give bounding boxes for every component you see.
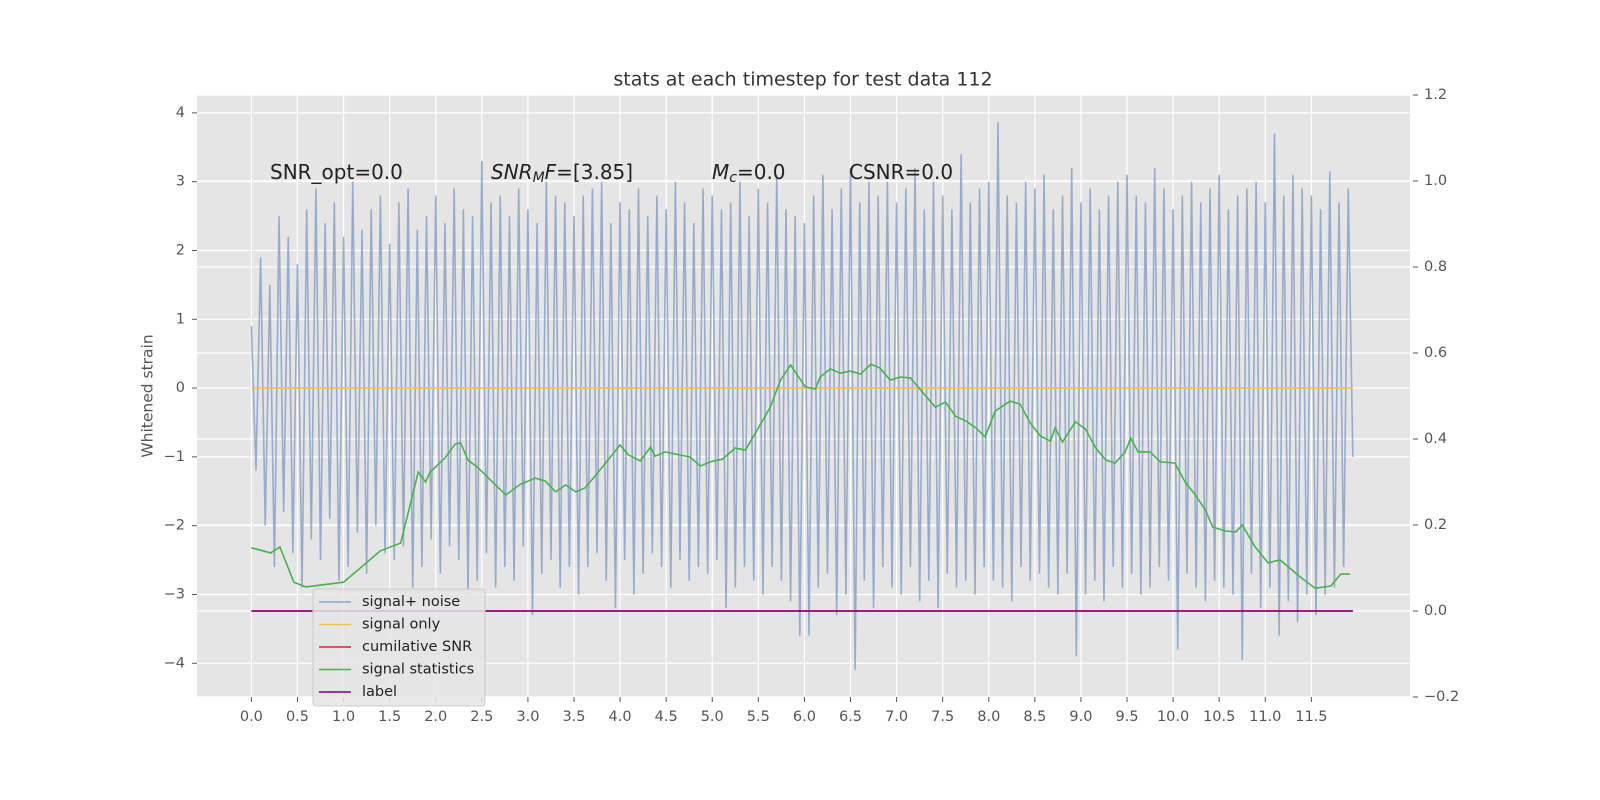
y-tick-label: −2 bbox=[164, 518, 185, 534]
x-tick-label: 0.0 bbox=[240, 709, 263, 725]
y2-tick-label: −0.2 bbox=[1424, 689, 1459, 705]
x-tick-label: 11.0 bbox=[1249, 709, 1281, 725]
x-tick-label: 9.5 bbox=[1115, 709, 1138, 725]
annotation: Mc=0.0 bbox=[712, 160, 786, 187]
legend-box bbox=[312, 588, 486, 707]
x-tick-label: 9.0 bbox=[1069, 709, 1092, 725]
legend-label: signal only bbox=[362, 617, 441, 633]
y2-tick-label: 1.2 bbox=[1424, 87, 1447, 103]
annotation-part: =[3.85] bbox=[556, 160, 633, 184]
x-tick-label: 10.0 bbox=[1157, 709, 1189, 725]
y2-tick-label: 0.0 bbox=[1424, 603, 1447, 619]
annotation-part: CSNR=0.0 bbox=[849, 160, 953, 184]
x-tick-label: 6.0 bbox=[793, 709, 816, 725]
annotation-part: =0.0 bbox=[737, 160, 786, 184]
y-axis-label: Whitened strain bbox=[139, 334, 157, 457]
x-tick-label: 4.5 bbox=[655, 709, 678, 725]
y2-tick-label: 0.6 bbox=[1424, 345, 1447, 361]
x-tick-label: 10.5 bbox=[1203, 709, 1235, 725]
annotation-part: c bbox=[729, 170, 737, 186]
y-tick-label: −4 bbox=[164, 655, 185, 671]
y2-tick-label: 0.8 bbox=[1424, 259, 1447, 275]
y-tick-label: 3 bbox=[176, 174, 185, 190]
x-tick-label: 1.0 bbox=[332, 709, 355, 725]
legend-label: signal statistics bbox=[362, 662, 474, 678]
y2-tick-label: 0.4 bbox=[1424, 431, 1447, 447]
x-tick-label: 11.5 bbox=[1295, 709, 1327, 725]
x-tick-label: 2.5 bbox=[470, 709, 493, 725]
x-tick-label: 0.5 bbox=[286, 709, 309, 725]
y-tick-label: −1 bbox=[164, 449, 185, 465]
annotation: CSNR=0.0 bbox=[849, 160, 953, 184]
legend-label: label bbox=[362, 684, 397, 700]
annotation-part: SNR_opt=0.0 bbox=[270, 160, 403, 184]
annotation: SNR_opt=0.0 bbox=[270, 160, 403, 184]
x-tick-label: 5.0 bbox=[701, 709, 724, 725]
x-tick-label: 8.5 bbox=[1023, 709, 1046, 725]
y2-tick-label: 1.0 bbox=[1424, 173, 1447, 189]
legend-label: signal+ noise bbox=[362, 594, 460, 610]
y-tick-label: 1 bbox=[176, 311, 185, 327]
x-tick-label: 5.5 bbox=[747, 709, 770, 725]
x-tick-label: 7.5 bbox=[931, 709, 954, 725]
annotation: SNRMF=[3.85] bbox=[491, 160, 633, 187]
legend-label: cumilative SNR bbox=[362, 639, 472, 655]
x-tick-label: 8.0 bbox=[977, 709, 1000, 725]
chart-title: stats at each timestep for test data 112 bbox=[613, 69, 992, 91]
y-tick-label: 2 bbox=[176, 242, 185, 258]
annotation-part: M bbox=[712, 160, 729, 184]
x-tick-label: 2.0 bbox=[424, 709, 447, 725]
y-tick-label: −3 bbox=[164, 586, 185, 602]
x-tick-label: 3.0 bbox=[516, 709, 539, 725]
y2-tick-label: 0.2 bbox=[1424, 517, 1447, 533]
y-tick-label: 4 bbox=[176, 105, 185, 121]
series-line bbox=[251, 363, 1351, 590]
annotation-part: F bbox=[545, 160, 557, 184]
x-tick-label: 1.5 bbox=[378, 709, 401, 725]
x-tick-label: 7.0 bbox=[885, 709, 908, 725]
annotation-part: SNR bbox=[491, 160, 533, 184]
series-line bbox=[250, 121, 1354, 671]
annotation-part: M bbox=[533, 170, 545, 186]
y-tick-label: 0 bbox=[176, 380, 185, 396]
x-tick-label: 4.0 bbox=[609, 709, 632, 725]
x-tick-label: 6.5 bbox=[839, 709, 862, 725]
x-tick-label: 3.5 bbox=[562, 709, 585, 725]
